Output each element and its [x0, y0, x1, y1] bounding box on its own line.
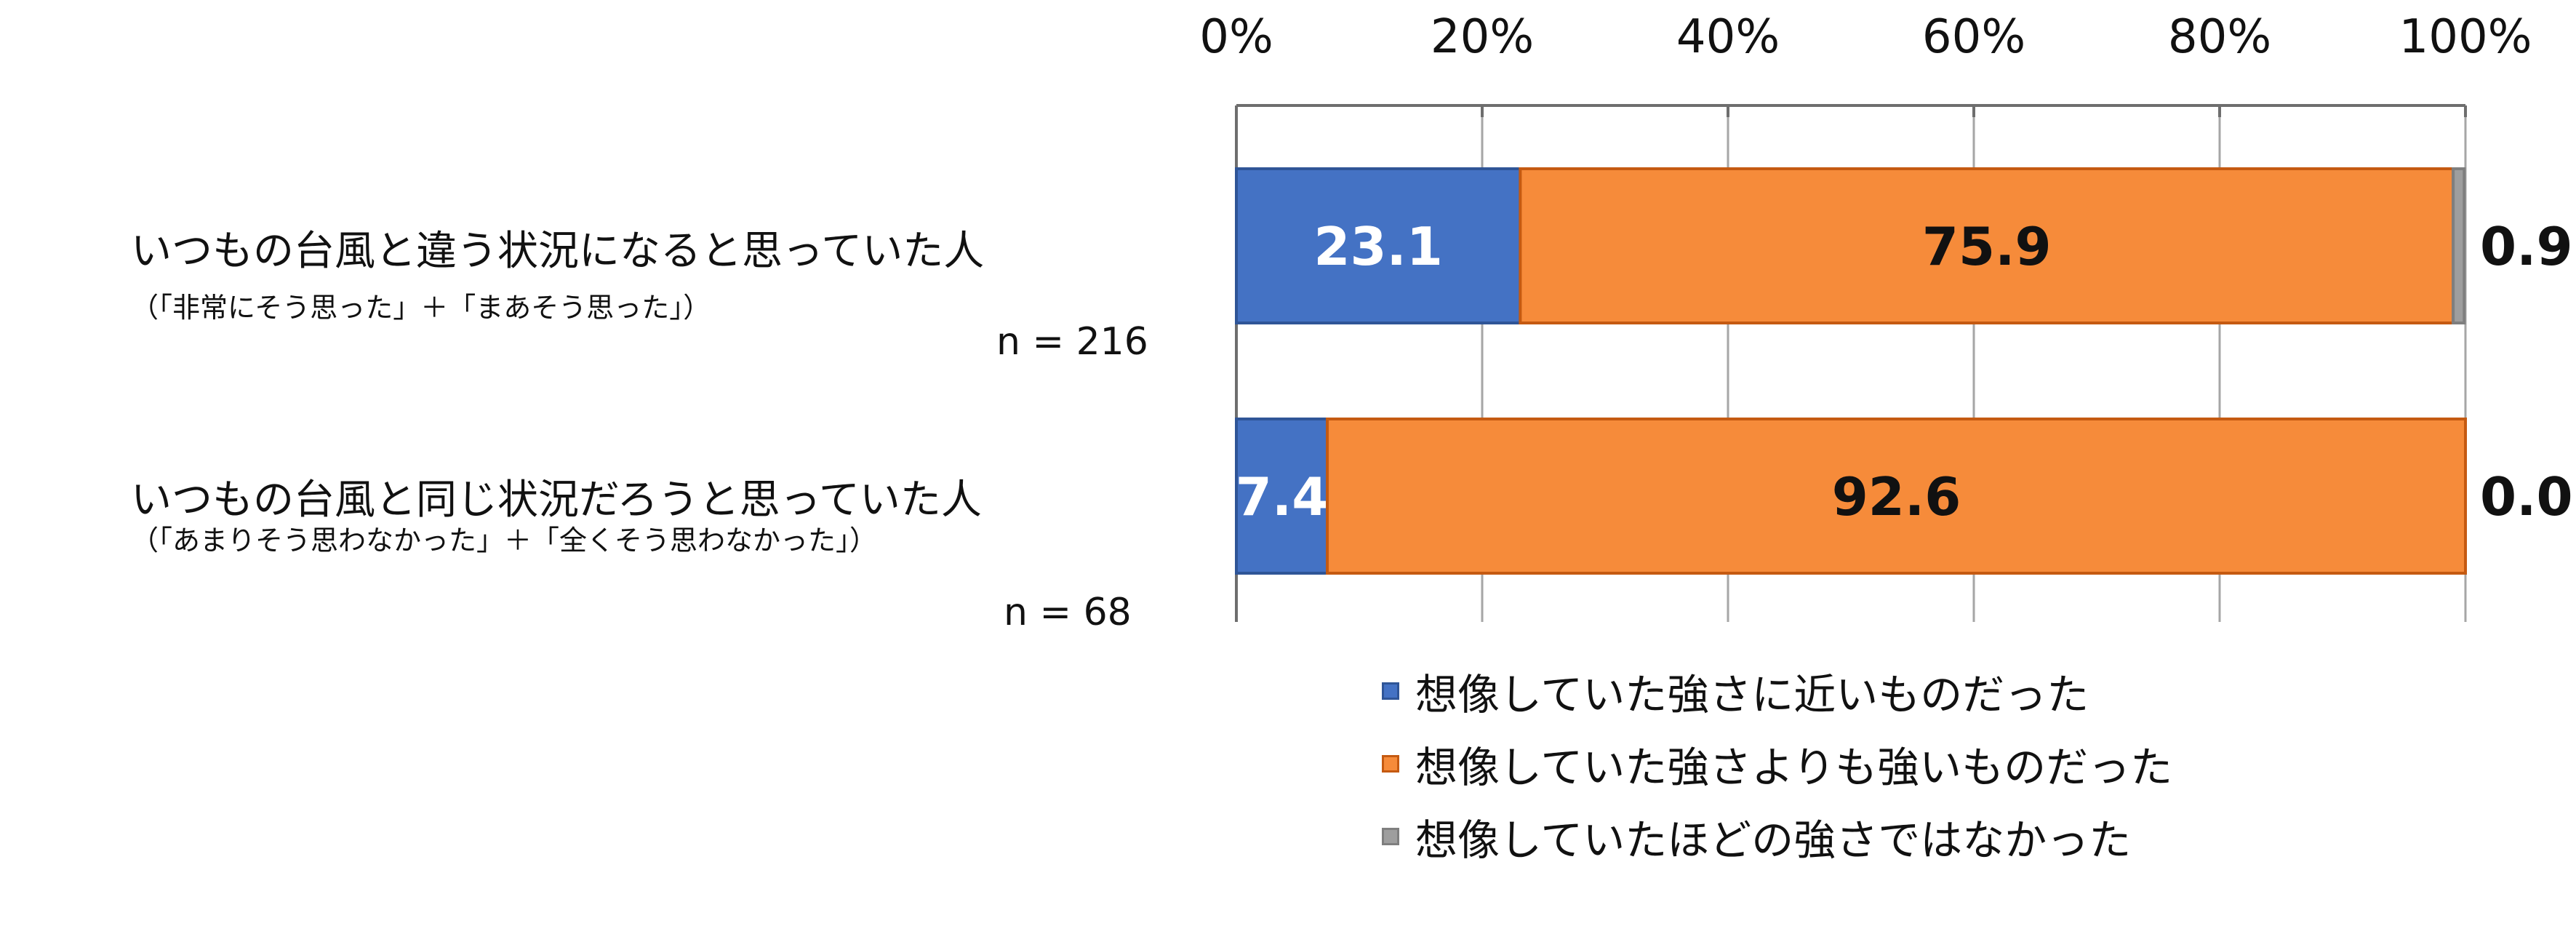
category-title-1: いつもの台風と違う状況になると思っていた人	[131, 228, 985, 275]
legend-item-1: 想像していた強さに近いものだった	[1382, 655, 2172, 727]
x-tick-label-1: 20%	[1431, 10, 1534, 64]
category-n-1: n = 216	[996, 320, 1148, 364]
chart-legend: 想像していた強さに近いものだった 想像していた強さよりも強いものだった 想像して…	[1382, 655, 2172, 873]
data-label-1-2: 75.9	[1922, 216, 2052, 277]
legend-item-2: 想像していた強さよりも強いものだった	[1382, 727, 2172, 800]
data-label-1-3: 0.9	[2480, 216, 2573, 277]
category-subtitle-1: （「非常にそう思った」＋「まあそう思った」）	[131, 292, 711, 324]
data-label-2-2: 92.6	[1832, 466, 1961, 527]
data-label-1-1: 23.1	[1313, 216, 1443, 277]
x-tick-label-2: 40%	[1676, 10, 1780, 64]
category-n-2: n = 68	[1004, 591, 1132, 634]
data-label-2-1: 7.4	[1236, 466, 1329, 527]
x-tick-label-3: 60%	[1922, 10, 2025, 64]
legend-swatch-1	[1382, 682, 1399, 700]
legend-label-3: 想像していたほどの強さではなかった	[1415, 815, 2132, 865]
data-label-2-3: 0.0	[2480, 466, 2573, 527]
legend-label-1: 想像していた強さに近いものだった	[1415, 670, 2089, 719]
x-tick-label-0: 0%	[1199, 10, 1273, 64]
bar-segment-1-3	[2452, 167, 2466, 324]
legend-swatch-3	[1382, 828, 1399, 845]
x-tick-label-5: 100%	[2399, 10, 2532, 64]
legend-label-2: 想像していた強さよりも強いものだった	[1415, 743, 2173, 792]
x-tick-label-4: 80%	[2168, 10, 2271, 64]
category-subtitle-2: （「あまりそう思わなかった」＋「全くそう思わなかった」）	[131, 524, 878, 556]
bar-segment-2-2	[1326, 418, 2467, 575]
category-title-2: いつもの台風と同じ状況だろうと思っていた人	[131, 476, 982, 524]
legend-swatch-2	[1382, 755, 1399, 773]
legend-item-3: 想像していたほどの強さではなかった	[1382, 800, 2172, 873]
